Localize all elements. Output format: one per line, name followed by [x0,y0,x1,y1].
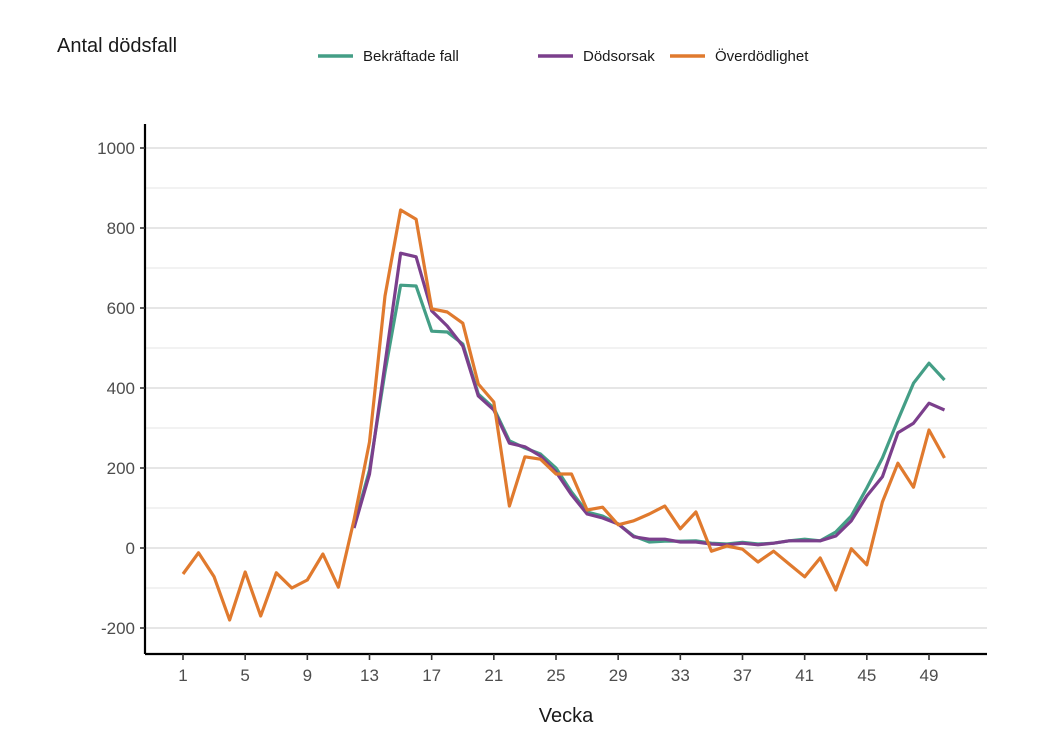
legend: Bekräftade fall Dödsorsak Överdödlighet [318,47,809,65]
x-tick-label: 33 [671,666,690,685]
y-tick-label: 1000 [97,139,135,158]
x-tick-label: 13 [360,666,379,685]
series-line-0 [352,283,946,546]
y-tick-label: 600 [107,299,135,318]
x-tick-label: 17 [422,666,441,685]
x-tick-label: 21 [484,666,503,685]
series-line-2 [181,208,946,622]
y-tick-label: 200 [107,459,135,478]
x-tick-label: 37 [733,666,752,685]
series-lines [181,208,946,622]
y-axis-ticks: -200 0 200 400 600 800 1000 [97,139,145,638]
x-tick-label: 29 [609,666,628,685]
axes [143,124,987,656]
x-tick-label: 49 [920,666,939,685]
x-tick-label: 41 [795,666,814,685]
y-tick-label: 0 [126,539,135,558]
gridlines [146,147,987,629]
y-tick-label: 400 [107,379,135,398]
series-line-1 [352,251,946,547]
x-tick-label: 5 [240,666,249,685]
legend-label-0: Bekräftade fall [363,48,459,65]
chart-title: Antal dödsfall [57,35,177,57]
x-tick-label: 1 [178,666,187,685]
y-tick-label: -200 [101,619,135,638]
x-tick-label: 45 [857,666,876,685]
y-tick-label: 800 [107,219,135,238]
x-tick-label: 25 [547,666,566,685]
x-axis-ticks: 1 5 9 13 17 21 25 29 33 37 41 45 49 [178,654,938,685]
x-axis-title: Vecka [539,705,594,727]
legend-label-1: Dödsorsak [583,48,655,65]
legend-label-2: Överdödlighet [715,47,809,65]
x-tick-label: 9 [303,666,312,685]
